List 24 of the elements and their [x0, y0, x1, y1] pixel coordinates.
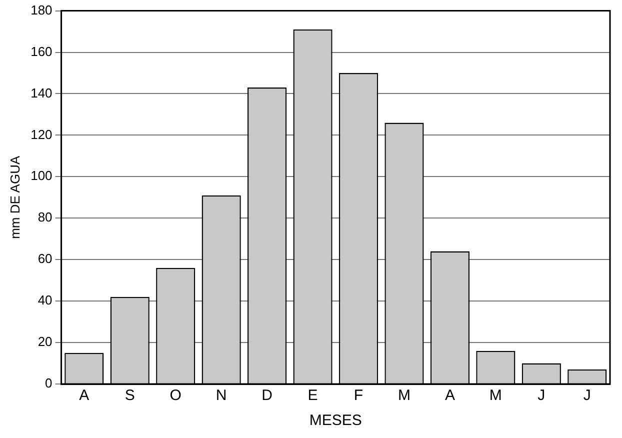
x-tick-label: N — [216, 387, 227, 404]
y-tick-label: 40 — [38, 292, 52, 308]
x-tick-label: J — [538, 387, 546, 404]
y-tick-label: 180 — [30, 2, 52, 18]
y-tick-label: 120 — [30, 126, 52, 142]
x-tick-label: E — [308, 387, 318, 404]
y-tick-label: 20 — [38, 334, 52, 350]
y-tick-label: 80 — [38, 210, 52, 225]
x-tick-label: J — [583, 387, 591, 404]
y-tick-label: 160 — [30, 44, 52, 59]
x-tick-label: M — [489, 387, 502, 404]
x-tick-label: F — [354, 387, 364, 404]
y-tick-label: 140 — [30, 85, 52, 100]
y-axis-title: mm DE AGUA — [7, 156, 22, 239]
x-axis-title: MESES — [309, 412, 362, 430]
x-tick-label: A — [444, 387, 455, 404]
x-tick-label: O — [170, 387, 182, 404]
y-tick-label: 60 — [38, 251, 52, 266]
x-tick-label: M — [398, 387, 410, 404]
y-tick-label: 0 — [45, 376, 52, 391]
x-tick-label: D — [262, 387, 273, 404]
x-tick-label: A — [79, 387, 90, 404]
x-tick-label: S — [124, 387, 135, 404]
y-tick-label: 100 — [30, 168, 52, 184]
